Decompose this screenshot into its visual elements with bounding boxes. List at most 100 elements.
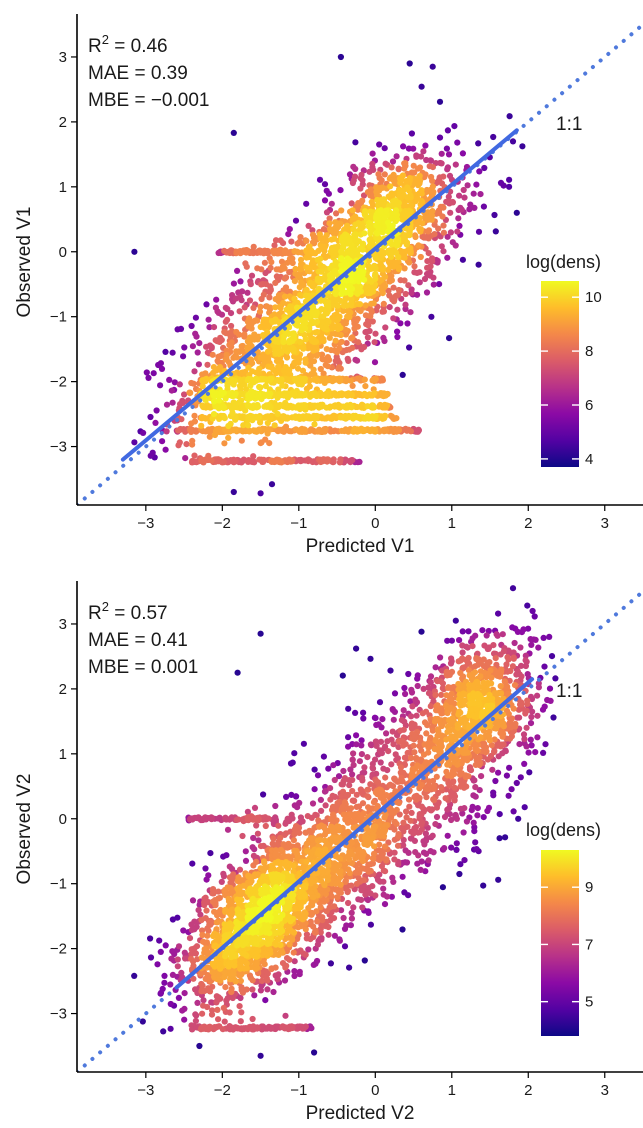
data-point [475,661,482,668]
data-point [417,866,424,874]
data-point [492,228,499,235]
data-point [257,1052,264,1059]
data-point [272,964,279,971]
data-point [308,814,315,822]
data-point [174,956,181,963]
data-point [175,442,182,449]
data-point [534,712,541,719]
data-point [283,306,290,313]
data-point [182,455,189,462]
data-point [223,351,230,358]
data-point [169,971,176,979]
data-point [310,346,317,353]
data-point [310,366,317,373]
data-point [206,324,213,331]
data-point [439,685,446,692]
data-point [280,337,287,344]
data-point [332,413,339,420]
y-axis-title: Observed V1 [14,207,35,318]
data-point [466,206,473,213]
data-point [335,325,342,332]
data-point [350,750,357,757]
data-point [265,1023,272,1030]
data-point [438,150,445,157]
data-point [303,200,310,207]
data-point [288,345,295,352]
data-point [413,699,421,706]
data-point [206,988,214,995]
data-point [372,738,379,745]
data-point [540,634,547,642]
data-point [446,782,453,789]
data-point [279,960,287,967]
data-point [455,215,462,222]
data-point [321,325,328,332]
data-point [353,741,360,748]
data-point [414,269,421,276]
data-point [360,882,367,889]
data-point [348,335,355,342]
data-point [250,852,257,859]
data-point [254,265,261,272]
data-point [408,686,415,693]
data-point [233,328,240,336]
data-point [353,791,360,798]
data-point [382,743,389,750]
y-tick-label: 2 [59,114,67,131]
data-point [202,865,209,872]
data-point [327,785,334,792]
data-point [384,767,391,774]
data-point [338,248,345,255]
data-point [440,248,447,255]
data-point [338,284,345,292]
data-point [456,870,463,878]
data-point [367,890,374,897]
data-point [440,204,447,211]
data-point [374,237,381,244]
data-point [310,391,317,398]
data-point [200,997,207,1004]
data-point [176,381,183,388]
data-point [318,934,325,942]
x-tick-label: 3 [601,515,609,532]
data-point [258,281,265,288]
data-point [253,376,260,384]
data-point [528,742,535,749]
data-point [250,834,257,842]
data-point [363,328,370,335]
data-point [365,322,372,329]
data-point [414,672,421,679]
data-point [179,1007,186,1014]
data-point [245,422,252,429]
data-point [258,439,265,446]
data-point [203,301,210,308]
data-point [410,830,417,837]
data-point [372,892,379,899]
data-point [534,734,541,741]
data-point [271,422,278,429]
data-point [472,793,479,800]
data-point [451,123,458,130]
data-point [381,401,388,408]
data-point [262,269,269,277]
data-point [275,335,282,342]
data-point [263,303,270,310]
data-point [439,213,446,220]
data-point [298,279,305,286]
data-point [264,413,271,420]
data-point [402,290,409,298]
data-point [402,741,409,748]
data-point [401,684,408,692]
data-point [215,309,222,316]
data-point [469,803,476,810]
data-point [202,370,209,377]
data-point [483,632,490,639]
data-point [503,772,510,779]
data-point [238,249,245,256]
data-point [230,873,237,881]
data-point [273,266,280,273]
data-point [161,972,168,980]
data-point [345,899,352,907]
data-point [500,648,507,655]
data-point [378,750,385,757]
